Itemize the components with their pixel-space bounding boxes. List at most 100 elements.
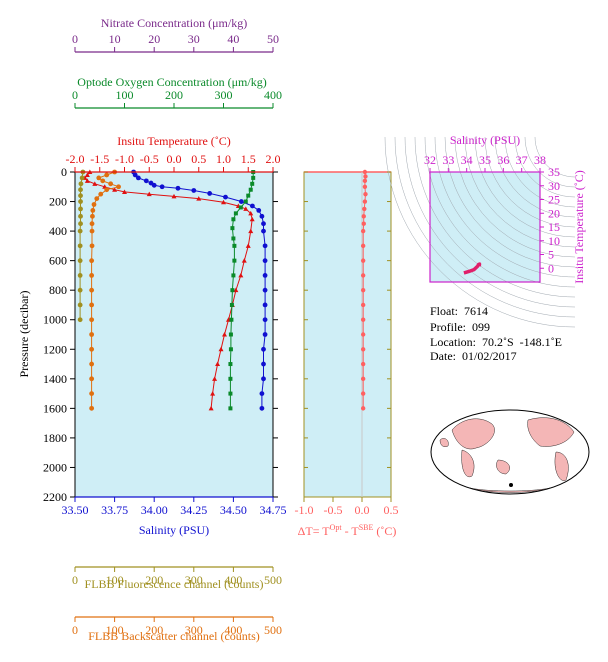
delta-t-xtick-label: -1.0 (295, 503, 314, 517)
ts-density-contour (454, 136, 576, 258)
salinity-tick-label: 33.75 (101, 503, 128, 517)
pressure-tick-label: 2000 (43, 460, 67, 474)
nitrate-tick-label: 50 (267, 32, 279, 46)
delta-t-point (360, 273, 366, 278)
land-africa-south (461, 449, 475, 478)
nitrate-tick-label: 0 (72, 32, 78, 46)
pressure-tick-label: 200 (49, 195, 67, 209)
delta-t-plot-area (304, 172, 391, 497)
salinity-point (262, 243, 268, 249)
nitrate-axis-label: Nitrate Concentration (μm/kg) (101, 16, 247, 30)
salinity-point (259, 213, 265, 219)
ts-ytick-label: 10 (548, 234, 560, 248)
salinity-point (159, 184, 165, 190)
land-north-america (527, 417, 575, 447)
insitu-temperature-point (84, 178, 90, 183)
delta-t-point (360, 391, 366, 396)
insitu-temperature-point (248, 228, 254, 234)
insitu-temperature-point (238, 272, 244, 278)
delta-t-axis-label: ΔT= TOpt - TSBE (˚C) (298, 523, 397, 538)
ts-density-contour (404, 136, 576, 308)
land-islands (439, 438, 449, 447)
pressure-tick-label: 1400 (43, 372, 67, 386)
salinity-point (261, 361, 266, 367)
optode-oxygen-point (228, 391, 233, 396)
pressure-tick-label: 2200 (43, 490, 67, 504)
land-eurasia-africa (451, 418, 495, 450)
fluorescence-tick-label: 500 (264, 573, 282, 587)
backscatter-tick-label: 300 (185, 623, 203, 637)
flbb-fluorescence-point (78, 181, 84, 187)
fluorescence-tick-label: 200 (145, 573, 163, 587)
insitu-temperature-point (249, 216, 255, 222)
ts-xtick-label: 32 (424, 153, 436, 167)
oxygen-tick-label: 200 (165, 88, 183, 102)
salinity-point (135, 175, 141, 181)
ts-xtick-label: 35 (479, 153, 491, 167)
fluorescence-tick-label: 100 (106, 573, 124, 587)
profile-number-text: Profile: 099 (430, 320, 490, 334)
delta-t-point (362, 169, 368, 175)
ts-density-contour (494, 136, 576, 218)
land-antarctica (469, 487, 551, 493)
salinity-point (261, 228, 266, 234)
temperature-tick-label: -1.0 (115, 152, 134, 166)
optode-oxygen-point (248, 187, 253, 192)
insitu-temperature-point (208, 405, 214, 411)
optode-oxygen-point (243, 199, 248, 204)
backscatter-tick-label: 100 (106, 623, 124, 637)
delta-t-point (360, 332, 366, 337)
flbb-backscatter-point (96, 175, 102, 181)
delta-t-point (362, 184, 368, 189)
temperature-tick-label: -1.5 (90, 152, 109, 166)
optode-oxygen-point (228, 376, 233, 381)
salinity-tick-label: 34.50 (220, 503, 247, 517)
oxygen-tick-label: 100 (116, 88, 134, 102)
world-map (430, 409, 590, 495)
delta-t-point (362, 206, 367, 212)
flbb-backscatter-point (89, 317, 95, 323)
flbb-backscatter-point (89, 332, 95, 337)
oxygen-tick-label: 300 (215, 88, 233, 102)
nitrate-tick-label: 40 (227, 32, 239, 46)
flbb-fluorescence-point (77, 317, 83, 323)
delta-t-point (360, 376, 366, 382)
optode-oxygen-point (238, 205, 243, 210)
delta-t-point (360, 406, 366, 411)
flbb-fluorescence-point (78, 213, 83, 219)
fluorescence-tick-label: 400 (224, 573, 242, 587)
ts-ytick-label: 0 (548, 261, 554, 275)
insitu-temperature-point (221, 332, 227, 337)
delta-t-xtick-label: 0.0 (355, 503, 370, 517)
salinity-point (261, 346, 266, 352)
backscatter-tick-label: 200 (145, 623, 163, 637)
delta-t-point (360, 347, 366, 352)
salinity-point (261, 376, 266, 382)
date-text: Date: 01/02/2017 (430, 349, 517, 363)
ts-density-contour (394, 136, 576, 318)
pressure-tick-label: 800 (49, 283, 67, 297)
salinity-tick-label: 33.50 (62, 503, 89, 517)
salinity-point (207, 191, 213, 196)
flbb-fluorescence-point (77, 228, 83, 234)
temperature-tick-label: 0.0 (167, 152, 182, 166)
insitu-temperature-point (218, 346, 224, 352)
map-outline (430, 409, 590, 495)
optode-oxygen-point (230, 226, 235, 231)
optode-oxygen-point (229, 302, 234, 307)
flbb-backscatter-point (89, 228, 95, 234)
backscatter-axis-label: FLBB Backscatter channel (counts) (88, 629, 260, 643)
ts-ytick-label: 35 (548, 165, 560, 179)
ts-density-contour (384, 136, 576, 328)
flbb-backscatter-point (89, 405, 95, 411)
location-text: Location: 70.2˚S -148.1˚E (430, 335, 562, 349)
flbb-backscatter-point (94, 196, 100, 201)
flbb-backscatter-point (116, 184, 121, 190)
delta-t-point (362, 199, 368, 204)
flbb-backscatter-point (90, 208, 96, 213)
insitu-temperature-point (171, 193, 177, 199)
salinity-point (250, 203, 255, 209)
